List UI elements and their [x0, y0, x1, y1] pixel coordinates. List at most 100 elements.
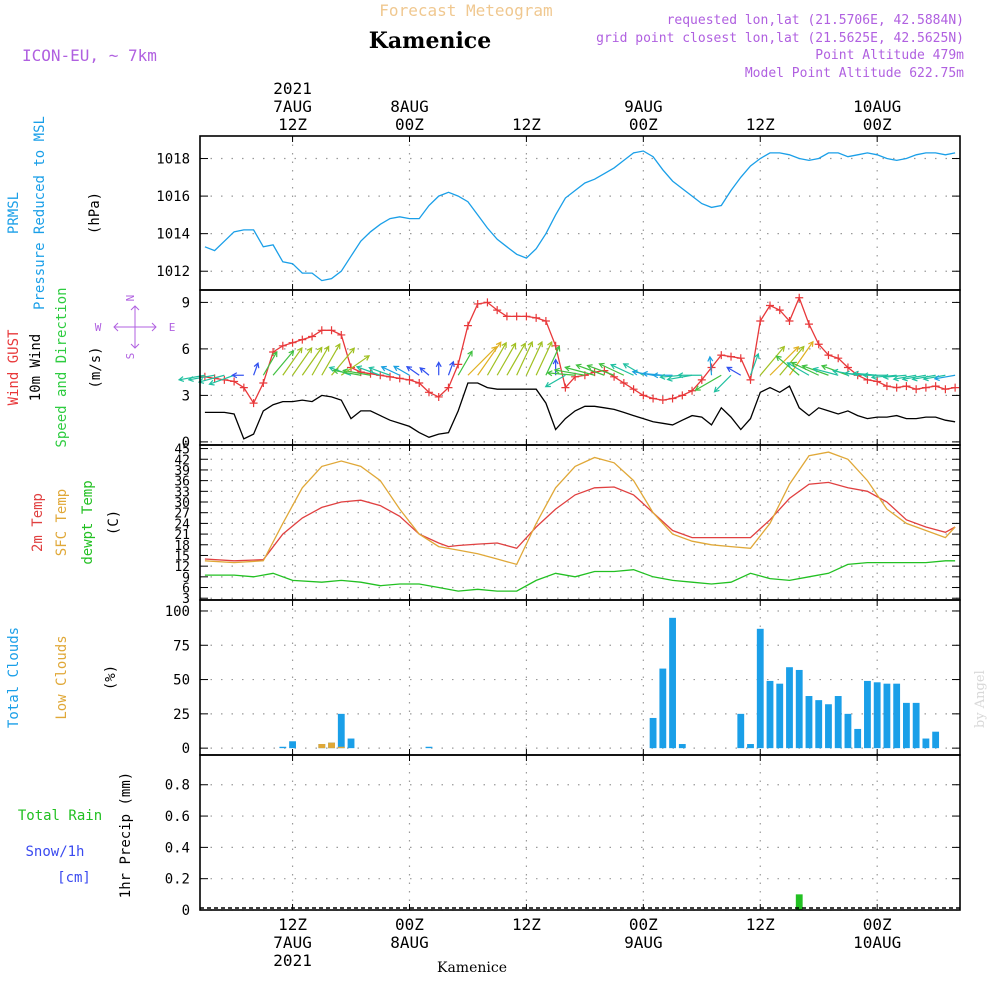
- marker-gust: [415, 379, 424, 387]
- y-axis-label: (C): [106, 510, 122, 535]
- wind-arrowhead: [231, 372, 238, 379]
- wind-arrow: [695, 374, 722, 391]
- x-tick-label-top: 10AUG: [853, 97, 901, 116]
- bar-total: [922, 738, 930, 749]
- x-tick-label-bottom: 7AUG: [273, 933, 312, 952]
- marker-gust: [941, 385, 950, 394]
- marker-gust: [434, 392, 443, 401]
- line-wind: [204, 382, 956, 440]
- y-tick-label: 0: [182, 741, 190, 757]
- x-tick-label-top: 00Z: [395, 115, 424, 134]
- x-tick-label-bottom: 12Z: [746, 915, 775, 934]
- wind-arrow: [301, 347, 323, 376]
- wind-arrowhead: [435, 361, 442, 368]
- wind-arrowhead: [922, 375, 929, 382]
- y-tick-label: 39: [174, 464, 190, 479]
- y-tick-label: 0: [182, 903, 190, 919]
- wind-arrow: [759, 346, 785, 376]
- y-axis-label: (hPa): [87, 192, 103, 234]
- bar-total: [864, 680, 871, 749]
- wind-arrow: [883, 374, 907, 378]
- marker-gust: [775, 306, 784, 315]
- wind-arrowhead: [790, 361, 797, 368]
- marker-gust: [298, 335, 307, 344]
- wind-arrowhead: [933, 375, 940, 382]
- wind-arrowhead: [775, 355, 782, 362]
- wind-arrow: [535, 341, 553, 376]
- y-axis-label: Snow/1h: [25, 844, 84, 860]
- wind-arrow: [406, 366, 420, 376]
- wind-arrowhead: [870, 374, 877, 381]
- wind-arrow: [356, 366, 381, 376]
- marker-gust: [308, 332, 317, 341]
- wind-arrow: [787, 362, 810, 376]
- marker-gust: [327, 326, 336, 335]
- marker-gust: [512, 312, 521, 321]
- y-axis-label: Wind GUST: [6, 329, 22, 405]
- marker-gust: [902, 382, 911, 391]
- x-tick-label-top: 00Z: [863, 115, 892, 134]
- y-tick-label: 25: [173, 707, 190, 723]
- bar-total: [669, 617, 676, 749]
- y-tick-label: 1018: [156, 152, 190, 168]
- wind-arrowhead: [652, 372, 659, 379]
- x-tick-label-bottom: 8AUG: [390, 933, 429, 952]
- point-altitude: Point Altitude 479m: [815, 48, 964, 63]
- wind-arrow: [516, 341, 533, 376]
- wind-arrowhead: [323, 345, 330, 352]
- marker-gust: [912, 385, 921, 394]
- marker-gust: [610, 372, 619, 381]
- wind-arrow: [547, 372, 576, 376]
- panel-frame: [199, 135, 961, 291]
- y-tick-label: 9: [182, 295, 190, 311]
- wind-arrow: [934, 374, 956, 380]
- wind-arrowhead: [349, 347, 356, 354]
- bar-total: [815, 700, 823, 749]
- marker-gust: [834, 354, 843, 363]
- wind-arrowhead: [335, 343, 341, 350]
- wind-arrow: [282, 347, 303, 376]
- bar-total: [747, 744, 754, 749]
- wind-arrowhead: [798, 345, 805, 352]
- y-axis-label: SFC Temp: [54, 489, 70, 556]
- x-tick-label-bottom: 9AUG: [624, 933, 663, 952]
- wind-arrowhead: [713, 386, 720, 393]
- marker-gust: [629, 385, 638, 394]
- y-tick-label: 0.6: [165, 809, 190, 825]
- wind-arrow: [554, 369, 585, 376]
- bar-total: [883, 683, 891, 749]
- wind-arrowhead: [197, 378, 205, 384]
- wind-arrow: [749, 353, 759, 376]
- requested-point: requested lon,lat (21.5706E, 42.5884N): [667, 13, 964, 28]
- line-prmsl: [204, 150, 956, 282]
- wind-arrow: [209, 374, 235, 385]
- wind-arrowhead: [726, 366, 733, 373]
- wind-arrowhead: [537, 340, 543, 348]
- marker-gust: [366, 369, 375, 378]
- y-tick-label: 1014: [156, 227, 190, 243]
- wind-arrow: [198, 374, 225, 383]
- wind-arrow: [545, 374, 566, 388]
- marker-gust: [882, 382, 891, 391]
- wind-arrowhead: [793, 345, 800, 352]
- wind-arrow: [779, 346, 805, 376]
- wind-arrowhead: [820, 364, 828, 371]
- x-tick-label-top: 8AUG: [390, 97, 429, 116]
- wind-arrowhead: [553, 367, 560, 374]
- wind-arrowhead: [187, 376, 194, 383]
- panel-clouds: 0 25 50 75 100 Total Clouds Low Clouds (%): [6, 599, 961, 757]
- marker-gust: [483, 298, 492, 307]
- marker-gust: [532, 313, 541, 322]
- wind-arrow: [253, 362, 259, 376]
- y-tick-label: 36: [174, 475, 190, 490]
- panel-wind: 0 3 6 9 N S W E Wind GUST 10m Wind Speed and Direc…: [6, 287, 961, 451]
- bar-total: [903, 702, 910, 749]
- wind-arrow: [419, 367, 430, 376]
- wind-arrowhead: [843, 370, 850, 377]
- y-tick-label: 15: [174, 549, 190, 564]
- wind-arrowhead: [296, 347, 303, 354]
- panel-pressure: 1012 1014 1016 1018 PRMSL Pressure Reduced to…: [6, 116, 961, 310]
- wind-arrowhead: [467, 350, 473, 357]
- wind-arrowhead: [449, 360, 455, 367]
- y-tick-label: 12: [174, 560, 190, 575]
